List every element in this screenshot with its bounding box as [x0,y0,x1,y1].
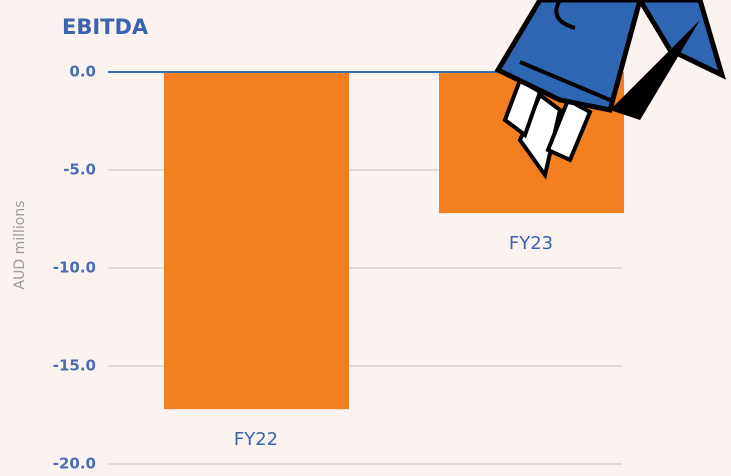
rocket-illustration [494,0,726,180]
bar [164,72,349,410]
y-tick-label: 0.0 [69,63,96,81]
y-tick-label: -10.0 [53,259,96,277]
y-tick-label: -15.0 [53,357,96,375]
category-label: FY23 [509,233,553,254]
category-label: FY22 [234,429,278,450]
y-tick-label: -20.0 [53,455,96,473]
y-tick-label: -5.0 [63,161,96,179]
y-axis-label: AUD millions [12,201,28,290]
chart-title: EBITDA [62,15,149,39]
